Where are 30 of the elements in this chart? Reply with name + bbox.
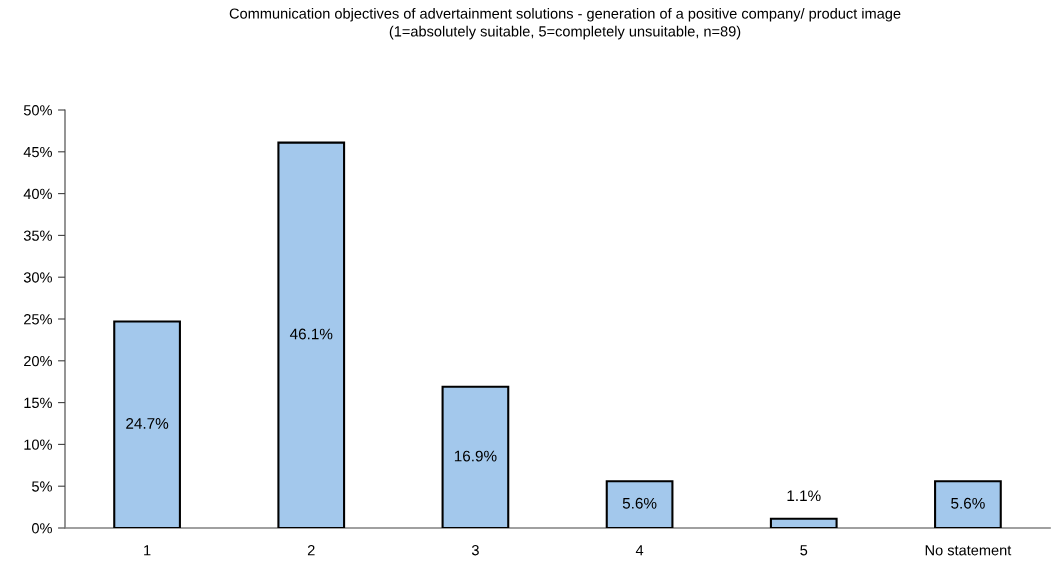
chart-title: Communication objectives of advertainment solutions - generation of a positive company/ product image (1=absolutely suitable, 5=completely unsuitable, n=89) — [229, 8, 901, 40]
x-tick-label: 2 — [307, 545, 315, 556]
y-tick-label: 15% — [24, 397, 52, 409]
y-tick-label: 20% — [24, 355, 52, 367]
y-tick-label: 30% — [23, 272, 52, 283]
y-tick-label: 40% — [23, 188, 52, 200]
x-tick-label: 3 — [471, 545, 479, 556]
data-label: 46.1% — [289, 328, 333, 340]
bar — [934, 480, 1002, 528]
y-tick-label: 45% — [23, 146, 52, 158]
y-tick-label: 25% — [24, 314, 52, 325]
data-label: 16.9% — [454, 450, 497, 462]
data-label: 1.1% — [787, 490, 821, 502]
x-tick-label: 4 — [635, 545, 644, 556]
x-tick-label: 1 — [144, 545, 151, 556]
y-tick-label: 35% — [23, 230, 52, 241]
bar — [113, 320, 181, 528]
data-label: 5.6% — [951, 497, 985, 509]
y-tick-label: 5% — [32, 481, 52, 492]
bar — [769, 517, 838, 528]
bar — [441, 385, 510, 528]
x-tick-label: 5 — [800, 545, 808, 556]
bar — [277, 141, 346, 528]
x-tick-label: No statement — [925, 545, 1012, 556]
y-tick-label: 50% — [23, 105, 52, 116]
data-label: 24.7% — [126, 418, 169, 429]
bar — [605, 480, 674, 528]
y-tick-label: 0% — [31, 523, 52, 534]
y-tick-label: 10% — [24, 439, 52, 450]
data-label: 5.6% — [622, 497, 657, 509]
